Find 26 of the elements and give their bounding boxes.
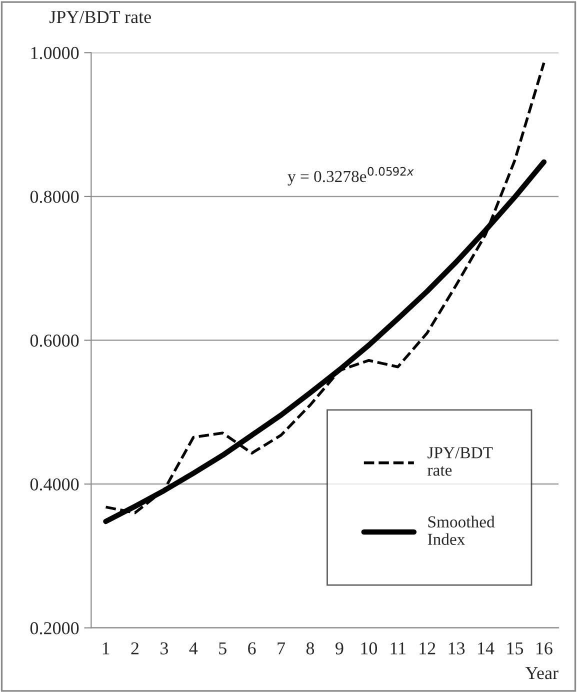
x-tick-label: 1 xyxy=(102,642,110,654)
x-tick-label: 9 xyxy=(336,642,344,654)
y-tick-label: 0.8000 xyxy=(30,190,79,203)
x-tick-label: 7 xyxy=(278,642,286,654)
x-axis-title: Year xyxy=(525,667,558,680)
y-tick-label: 1.0000 xyxy=(31,46,79,60)
x-tick-label: 2 xyxy=(131,642,138,654)
x-tick-label: 16 xyxy=(536,642,552,654)
x-tick-label: 5 xyxy=(219,642,226,654)
x-tick-label: 8 xyxy=(306,642,314,654)
x-tick-label: 11 xyxy=(390,642,406,654)
x-tick-label: 3 xyxy=(160,642,168,654)
y-axis-title: JPY/BDT rate xyxy=(49,11,151,24)
x-tick-label: 12 xyxy=(420,642,436,654)
x-tick-label: 15 xyxy=(507,642,524,654)
y-tick-label: 0.4000 xyxy=(30,478,79,491)
x-tick-label: 10 xyxy=(361,642,378,654)
y-tick-label: 0.2000 xyxy=(30,622,79,634)
legend-label: JPY/BDT rate xyxy=(428,447,493,476)
x-tick-label: 14 xyxy=(478,642,494,654)
legend-label: Smoothed Index xyxy=(428,516,495,545)
x-tick-label: 13 xyxy=(448,642,465,654)
x-tick-label: 4 xyxy=(189,642,198,654)
y-tick-label: 0.6000 xyxy=(30,334,79,347)
annotation: y = 0.3278e$^{0.0592x}$ xyxy=(288,166,414,186)
x-tick-label: 6 xyxy=(248,642,256,654)
